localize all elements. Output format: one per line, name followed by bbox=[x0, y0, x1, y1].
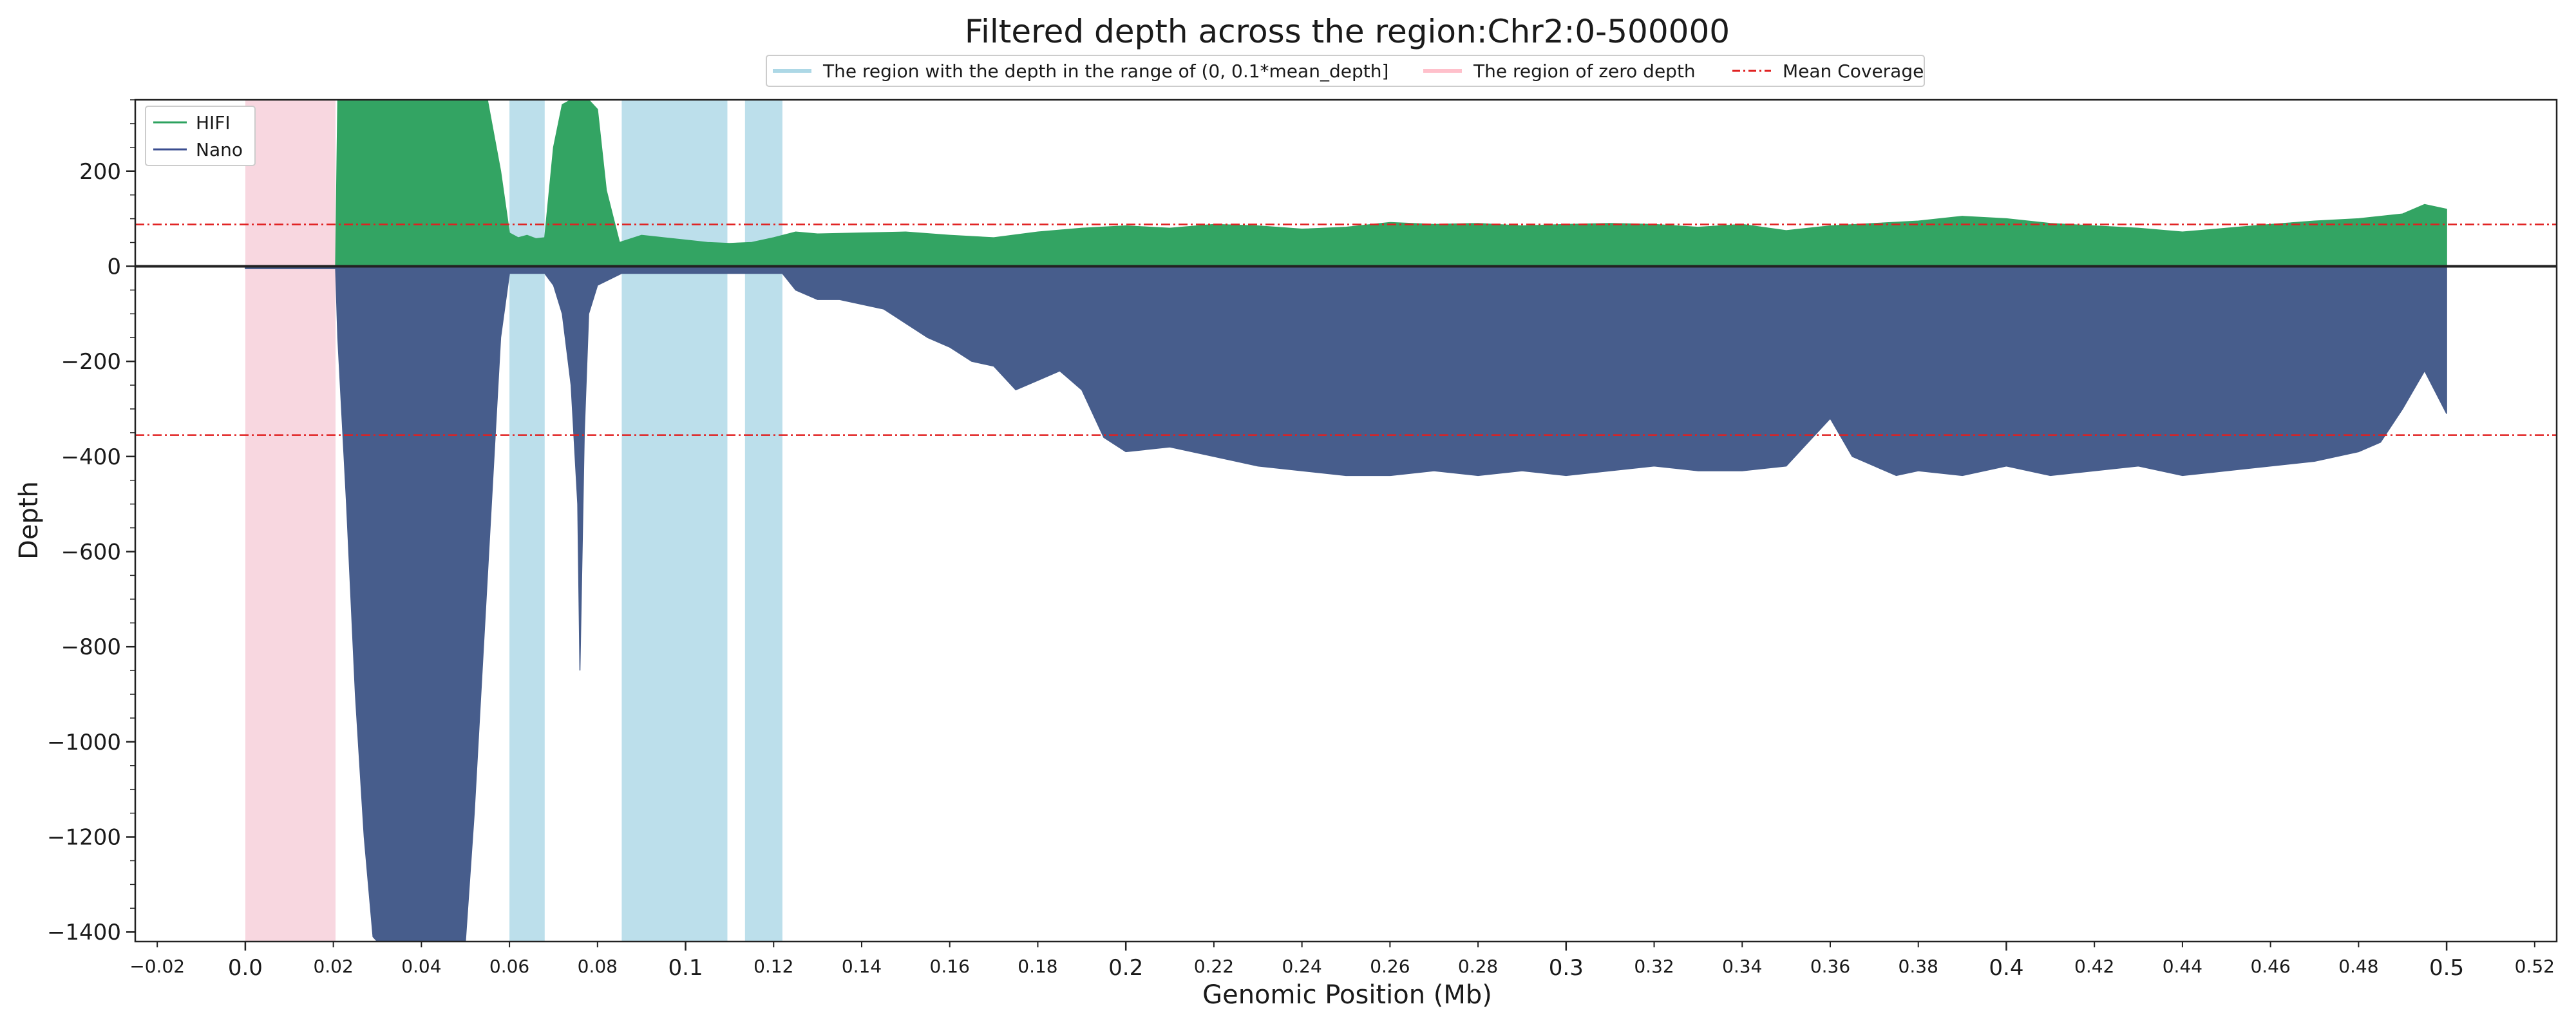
x-tick-label: 0.1 bbox=[668, 955, 703, 981]
x-tick-label: 0.08 bbox=[578, 956, 618, 977]
legend-entry-label: The region of zero depth bbox=[1473, 61, 1696, 82]
y-tick-label: 200 bbox=[79, 159, 121, 185]
y-tick-label: −200 bbox=[61, 349, 121, 375]
x-tick-label: 0.26 bbox=[1370, 956, 1410, 977]
x-tick-label: 0.12 bbox=[753, 956, 793, 977]
low-depth-region bbox=[621, 100, 728, 942]
x-tick-label: 0.32 bbox=[1634, 956, 1674, 977]
series-legend-label: Nano bbox=[196, 139, 243, 160]
axes: 0.0 0.1 0.2 0.3 0.4 0.5 −0.02 0.02 0.04 0.06 0.08 0… bbox=[47, 99, 2558, 981]
x-tick-label: 0.0 bbox=[228, 955, 263, 981]
plot-content bbox=[135, 100, 2557, 942]
low-depth-region bbox=[744, 100, 782, 942]
y-tick-label: −800 bbox=[61, 634, 121, 660]
x-tick-label: 0.02 bbox=[313, 956, 353, 977]
chart-title: Filtered depth across the region:Chr2:0-… bbox=[965, 13, 1730, 50]
y-axis-label: Depth bbox=[14, 481, 44, 560]
x-tick-label: 0.24 bbox=[1282, 956, 1321, 977]
x-tick-label: 0.06 bbox=[489, 956, 529, 977]
x-tick-label: 0.38 bbox=[1899, 956, 1938, 977]
x-tick-label: 0.42 bbox=[2074, 956, 2114, 977]
y-tick-label: 0 bbox=[107, 254, 121, 280]
legend-entry-label: Mean Coverage bbox=[1783, 61, 1924, 82]
low-depth-region bbox=[509, 100, 545, 942]
x-tick-label: 0.3 bbox=[1549, 955, 1584, 981]
x-tick-label: 0.36 bbox=[1810, 956, 1850, 977]
plot-area bbox=[135, 100, 2557, 942]
x-tick-label: 0.44 bbox=[2163, 956, 2202, 977]
series-legend-label: HIFI bbox=[196, 112, 231, 133]
y-tick-label: −1400 bbox=[47, 920, 121, 945]
top-legend-box bbox=[766, 55, 1925, 87]
x-axis-label: Genomic Position (Mb) bbox=[1202, 980, 1492, 1010]
top-legend: The region with the depth in the range o… bbox=[766, 55, 1925, 87]
y-tick-label: −400 bbox=[61, 444, 121, 470]
y-tick-label: −600 bbox=[61, 539, 121, 565]
series-nano-area bbox=[245, 265, 2447, 942]
x-tick-label: 0.2 bbox=[1108, 955, 1143, 981]
x-tick-label: 0.46 bbox=[2250, 956, 2290, 977]
x-tick-label: 0.22 bbox=[1194, 956, 1234, 977]
x-tick-label: 0.5 bbox=[2429, 955, 2464, 981]
series-legend-box bbox=[145, 106, 256, 166]
x-tick-label: 0.18 bbox=[1018, 956, 1057, 977]
x-tick-label: −0.02 bbox=[129, 956, 185, 977]
x-tick-label: 0.04 bbox=[401, 956, 441, 977]
zero-depth-region bbox=[245, 100, 336, 942]
x-tick-label: 0.28 bbox=[1458, 956, 1498, 977]
series-hifi-area bbox=[244, 100, 2447, 267]
x-tick-label: 0.16 bbox=[930, 956, 970, 977]
x-tick-label: 0.14 bbox=[842, 956, 882, 977]
x-tick-label: 0.4 bbox=[1989, 955, 2023, 981]
y-tick-label: −1000 bbox=[47, 730, 121, 755]
y-tick-label: −1200 bbox=[47, 825, 121, 851]
x-tick-label: 0.48 bbox=[2338, 956, 2378, 977]
plot-frame bbox=[134, 99, 2558, 943]
legend-entry-label: The region with the depth in the range o… bbox=[822, 61, 1388, 82]
x-tick-label: 0.34 bbox=[1722, 956, 1762, 977]
x-tick-label: 0.52 bbox=[2515, 956, 2555, 977]
series-legend: HIFI Nano bbox=[145, 106, 256, 166]
